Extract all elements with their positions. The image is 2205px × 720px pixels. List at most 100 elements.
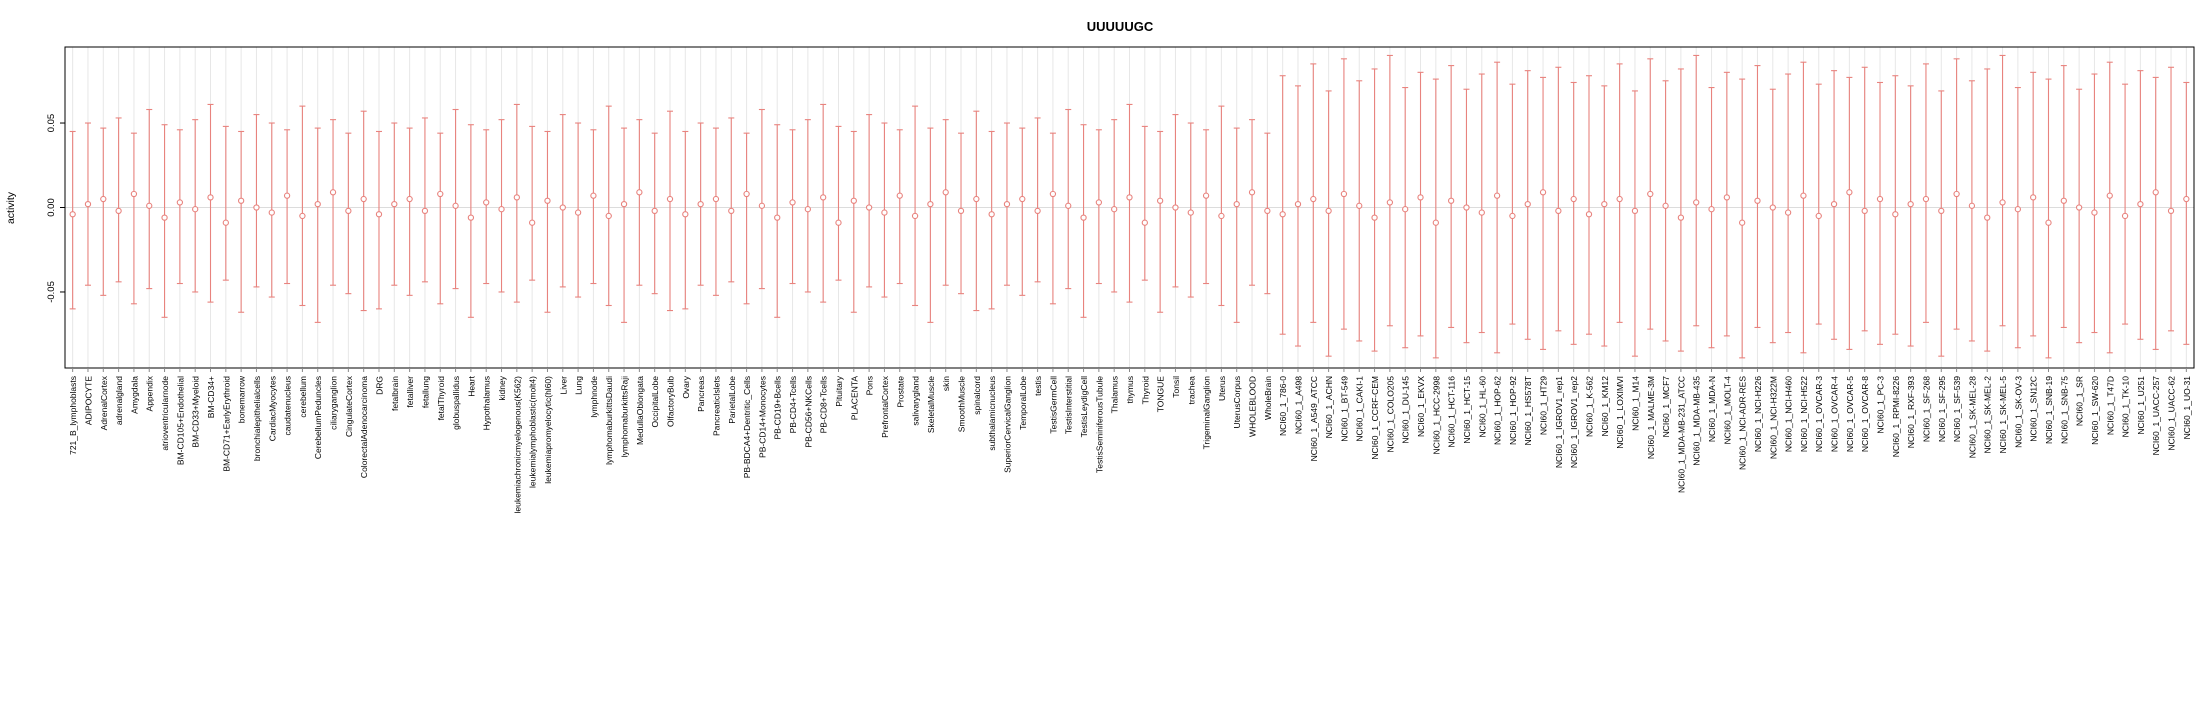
error-bar: [1631, 90, 1639, 357]
data-point: [1677, 214, 1685, 221]
data-point: [988, 211, 995, 218]
x-tick-label: NCI60_1_HOP-92: [1508, 376, 1518, 445]
x-tick-label: lymphomaburkittsRaji: [620, 376, 630, 457]
x-tick-label: NCI60_1_SNB-75: [2059, 376, 2069, 444]
data-point: [1539, 189, 1547, 196]
x-tick-label: NCI60_1_UO-31: [2182, 376, 2192, 440]
x-tick-label: NCI60_1_HL-60: [1477, 376, 1487, 438]
x-tick-label: leukemialymphoblastic(molt4): [528, 376, 538, 488]
data-point: [1493, 192, 1501, 199]
x-tick-label: NCI60_1_RXF-393: [1906, 376, 1916, 449]
error-bar: [1463, 88, 1470, 344]
error-bar: [942, 119, 949, 286]
data-point: [1202, 192, 1210, 199]
data-point: [758, 202, 766, 209]
error-bar: [1892, 75, 1899, 335]
data-point: [1402, 206, 1409, 213]
x-tick-label: fetallung: [420, 376, 430, 408]
x-tick-label: NCI60_1_UACC-257: [2151, 376, 2161, 456]
x-tick-label: NCI60_1_SK-OV-3: [2013, 376, 2023, 448]
data-point: [283, 192, 291, 199]
x-tick-label: testis: [1033, 376, 1043, 396]
error-bar: [559, 114, 566, 288]
data-point: [2167, 207, 2175, 215]
data-point: [84, 200, 92, 208]
data-point: [1524, 200, 1531, 208]
x-tick-label: NCI60_1_HS578T: [1523, 376, 1533, 445]
error-bar: [1417, 71, 1424, 337]
x-tick-label: NCI60_1_OVCAR-5: [1845, 376, 1855, 452]
data-point: [1417, 194, 1424, 201]
error-bar: [421, 117, 429, 283]
data-point: [1570, 195, 1577, 203]
error-bar: [2060, 65, 2067, 329]
data-point: [192, 206, 199, 213]
error-bar: [360, 110, 367, 312]
x-tick-label: Heart: [466, 375, 476, 396]
data-point: [774, 214, 781, 221]
error-bar: [666, 110, 674, 312]
data-point: [1555, 207, 1562, 215]
error-bar: [329, 119, 337, 286]
x-tick-label: NCI60_1_NCI-H322M: [1768, 376, 1778, 459]
x-tick-label: NCI60_1_NCI-H522: [1799, 376, 1809, 452]
x-tick-label: SuperiorCervicalGanglion: [1002, 376, 1012, 473]
error-bar: [896, 129, 903, 285]
error-bar: [636, 119, 643, 286]
data-point: [1294, 200, 1302, 208]
error-bar: [1172, 114, 1179, 288]
error-bar: [1539, 76, 1547, 350]
data-point: [299, 212, 306, 220]
data-point: [1647, 190, 1654, 198]
data-point: [1126, 194, 1133, 201]
x-tick-label: NCI60_1_786-0: [1278, 376, 1288, 436]
plot-title: UUUUUGC: [1087, 19, 1154, 34]
x-tick-label: NCI60_1_SF-268: [1921, 376, 1931, 442]
error-bar: [835, 125, 842, 281]
error-bar: [437, 132, 444, 305]
x-tick-label: PB-CD19+Bcells: [773, 376, 783, 440]
error-bar: [1111, 119, 1118, 293]
data-point: [1065, 202, 1072, 209]
data-point: [130, 190, 138, 198]
error-bar: [1478, 73, 1485, 334]
data-point: [1233, 200, 1240, 208]
error-bar: [1294, 85, 1302, 347]
x-tick-label: Hypothalamus: [482, 376, 492, 430]
data-point: [483, 199, 490, 206]
x-tick-label: NCI60_1_HCC-2998: [1431, 376, 1441, 455]
data-point: [161, 214, 168, 221]
error-bar: [881, 122, 888, 298]
error-bar: [253, 114, 260, 288]
data-point: [605, 212, 612, 220]
x-tick-label: NCI60_1_K-562: [1584, 376, 1594, 437]
x-tick-label: TONGUE: [1156, 376, 1166, 413]
data-point: [1938, 207, 1945, 215]
error-bar: [1662, 80, 1669, 342]
x-tick-label: ParietalLobe: [727, 376, 737, 424]
data-point: [2091, 209, 2098, 216]
error-bar: [1156, 130, 1164, 313]
x-tick-label: NCI60_1_IGROV1_rep2: [1569, 376, 1579, 468]
error-bar: [789, 129, 796, 285]
error-bar: [467, 124, 475, 318]
data-point: [896, 192, 903, 199]
x-tick-label: PB-BDCA4+Dentritic_Cells: [742, 376, 752, 478]
data-point: [1034, 207, 1041, 215]
error-bar: [574, 122, 582, 298]
x-tick-label: ColorectalAdenocarcinoma: [359, 376, 369, 478]
x-tick-label: NCI60_1_RPMI-8226: [1891, 376, 1901, 458]
error-bar: [1555, 66, 1562, 332]
x-tick-label: salivarygland: [911, 376, 921, 426]
data-point: [1386, 199, 1394, 206]
error-bar: [1218, 105, 1225, 307]
data-point: [1800, 192, 1807, 199]
x-tick-label: thymus: [1125, 376, 1135, 403]
error-bar: [1999, 54, 2006, 327]
error-bar: [1447, 65, 1455, 329]
x-tick-label: CardiacMyocytes: [267, 376, 277, 441]
error-bar: [1784, 73, 1792, 334]
error-bar: [1049, 132, 1057, 305]
error-bar: [1907, 85, 1914, 347]
